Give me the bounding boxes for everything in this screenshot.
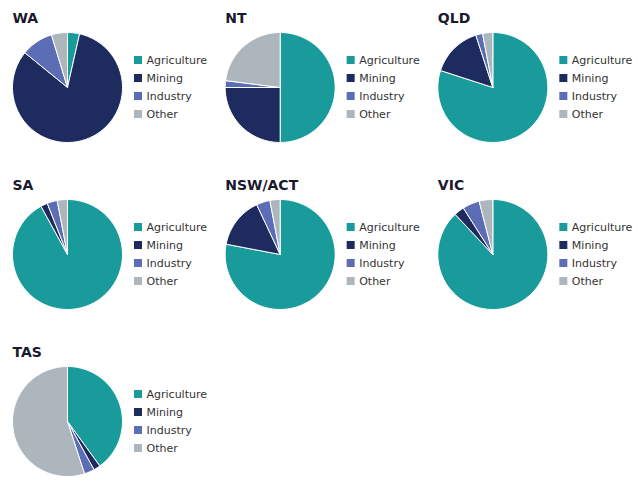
svg-text:NT: NT [225, 10, 247, 26]
svg-text:Mining: Mining [147, 406, 184, 419]
svg-text:Agriculture: Agriculture [147, 54, 208, 67]
svg-text:Other: Other [572, 108, 604, 121]
svg-text:Industry: Industry [572, 257, 618, 270]
svg-text:Industry: Industry [147, 90, 193, 103]
svg-text:Agriculture: Agriculture [359, 221, 420, 234]
svg-text:Other: Other [359, 275, 391, 288]
svg-text:Mining: Mining [359, 72, 396, 85]
svg-text:VIC: VIC [438, 177, 464, 193]
svg-text:Other: Other [359, 108, 391, 121]
svg-text:Industry: Industry [147, 424, 193, 437]
svg-text:Agriculture: Agriculture [359, 54, 420, 67]
svg-text:Industry: Industry [147, 257, 193, 270]
svg-text:Other: Other [147, 442, 179, 455]
svg-text:Mining: Mining [147, 239, 184, 252]
svg-text:Industry: Industry [572, 90, 618, 103]
svg-text:Industry: Industry [359, 257, 405, 270]
svg-text:Mining: Mining [147, 72, 184, 85]
svg-text:QLD: QLD [438, 10, 470, 26]
svg-text:Other: Other [572, 275, 604, 288]
svg-text:Mining: Mining [359, 239, 396, 252]
svg-text:Other: Other [147, 108, 179, 121]
svg-text:Agriculture: Agriculture [147, 221, 208, 234]
svg-text:NSW/ACT: NSW/ACT [225, 177, 298, 193]
svg-text:Mining: Mining [572, 72, 609, 85]
svg-text:Industry: Industry [359, 90, 405, 103]
svg-text:Other: Other [147, 275, 179, 288]
svg-text:TAS: TAS [13, 344, 42, 360]
svg-text:Agriculture: Agriculture [572, 54, 633, 67]
svg-text:WA: WA [13, 10, 39, 26]
svg-text:Agriculture: Agriculture [572, 221, 633, 234]
svg-text:Agriculture: Agriculture [147, 388, 208, 401]
svg-text:SA: SA [13, 177, 34, 193]
svg-text:Mining: Mining [572, 239, 609, 252]
